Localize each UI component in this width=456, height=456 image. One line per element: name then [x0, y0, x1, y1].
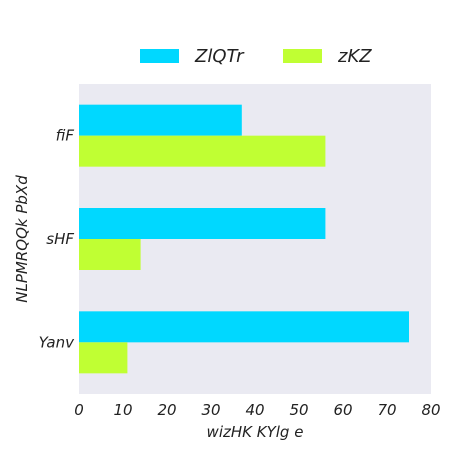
x-tick-label: 50 [289, 401, 308, 419]
bar-ZlQTr-sHF [79, 208, 326, 239]
y-axis-label: NLPMRQQk PbXd [13, 175, 31, 303]
x-tick-label: 80 [421, 401, 440, 419]
x-tick-labels: 0 10 20 30 40 50 60 70 80 [74, 401, 440, 419]
legend-label: ZlQTr [194, 46, 245, 67]
y-tick-labels: fiF sHF Yanv [39, 127, 75, 352]
x-tick-label: 0 [74, 401, 84, 419]
bar-ZlQTr-fiF [79, 104, 242, 136]
bar-ZlQTr-Yanv [79, 311, 409, 343]
legend-label: zKZ [337, 46, 372, 67]
legend-swatch [140, 49, 179, 63]
y-tick-label: sHF [46, 230, 74, 248]
y-tick-label: Yanv [39, 333, 75, 351]
y-tick-label: fiF [56, 127, 75, 145]
bars-group [79, 104, 409, 374]
legend: ZlQTr zKZ [140, 46, 372, 67]
x-tick-label: 60 [333, 401, 352, 419]
bar-zKZ-fiF [79, 135, 326, 167]
bar-zKZ-sHF [79, 239, 141, 270]
x-tick-label: 20 [157, 401, 176, 419]
x-tick-label: 10 [113, 401, 132, 419]
x-tick-label: 40 [245, 401, 264, 419]
x-tick-label: 30 [201, 401, 220, 419]
x-axis-label: wizHK KYlg e [207, 423, 304, 441]
legend-swatch [283, 49, 322, 63]
bar-zKZ-Yanv [79, 342, 128, 374]
x-tick-label: 70 [377, 401, 396, 419]
